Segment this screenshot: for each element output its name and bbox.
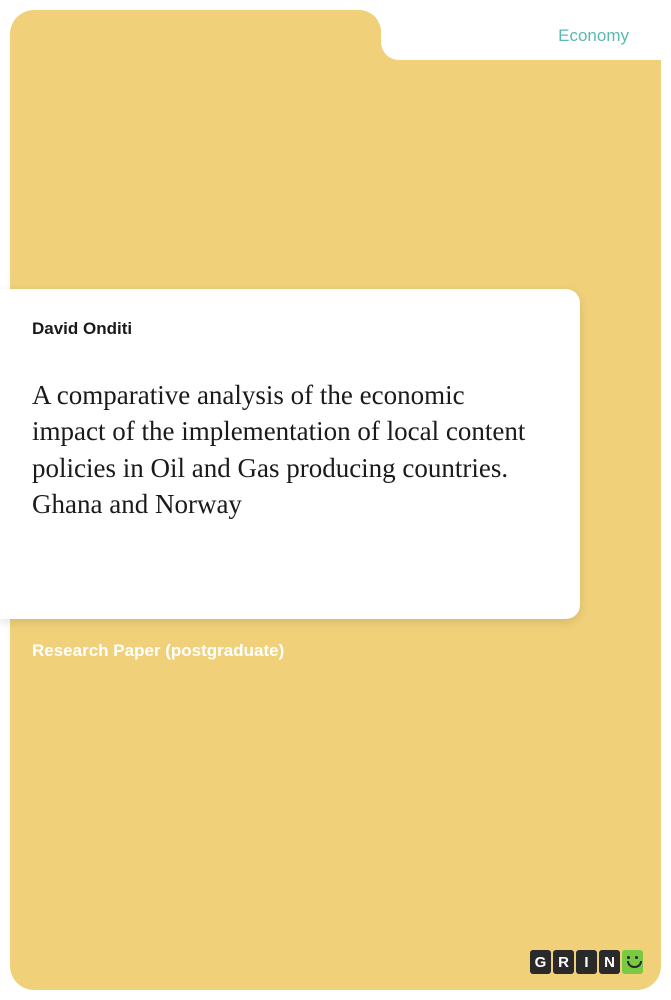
logo-char-r: R: [553, 950, 574, 974]
paper-title: A comparative analysis of the economic i…: [32, 377, 540, 523]
title-card: David Onditi A comparative analysis of t…: [0, 289, 580, 619]
category-label: Economy: [558, 26, 629, 46]
paper-type-label: Research Paper (postgraduate): [32, 641, 284, 661]
logo-char-n: N: [599, 950, 620, 974]
logo-smiley-icon: [622, 950, 643, 974]
logo-char-i: I: [576, 950, 597, 974]
author-name: David Onditi: [32, 319, 540, 339]
publisher-logo: G R I N: [530, 950, 643, 974]
logo-char-g: G: [530, 950, 551, 974]
